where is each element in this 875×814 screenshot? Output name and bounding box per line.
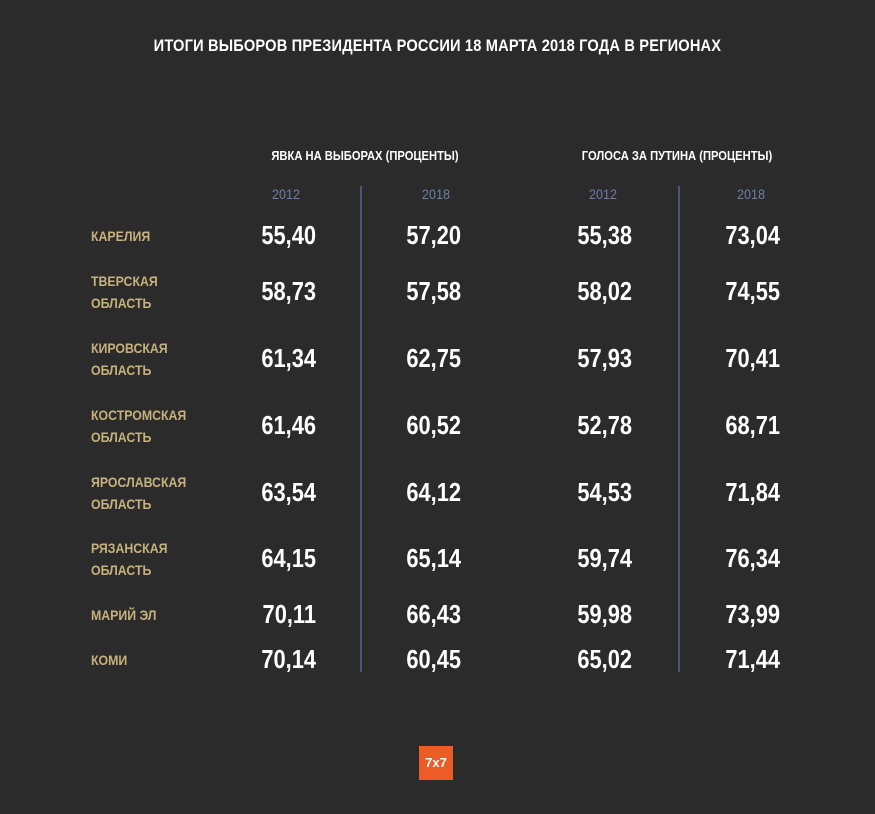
region-label-line: ТВЕРСКАЯ (91, 273, 158, 289)
value-putin-2012: 59,74 (577, 543, 632, 573)
region-label: КОСТРОМСКАЯ ОБЛАСТЬ (91, 404, 223, 448)
value-turnout-2018: 57,20 (406, 220, 461, 250)
value-putin-2018: 74,55 (725, 276, 780, 306)
region-label-line: ОБЛАСТЬ (91, 429, 152, 445)
brand-logo: 7x7 (419, 746, 453, 780)
region-label-line: ОБЛАСТЬ (91, 562, 152, 578)
value-turnout-2012: 64,15 (261, 543, 316, 573)
value-putin-2018: 68,71 (725, 410, 780, 440)
chart-title: ИТОГИ ВЫБОРОВ ПРЕЗИДЕНТА РОССИИ 18 МАРТА… (153, 36, 722, 55)
value-putin-2012: 59,98 (577, 599, 632, 629)
region-label: МАРИЙ ЭЛ (91, 604, 223, 626)
region-label: КОМИ (91, 649, 223, 671)
value-turnout-2018: 62,75 (406, 343, 461, 373)
value-putin-2012: 58,02 (577, 276, 632, 306)
value-turnout-2012: 61,46 (261, 410, 316, 440)
region-label: КИРОВСКАЯ ОБЛАСТЬ (91, 337, 223, 381)
value-turnout-2012: 70,14 (261, 644, 316, 674)
region-label-line: ОБЛАСТЬ (91, 295, 152, 311)
region-label: РЯЗАНСКАЯ ОБЛАСТЬ (91, 537, 223, 581)
value-turnout-2018: 60,52 (406, 410, 461, 440)
region-label: ТВЕРСКАЯ ОБЛАСТЬ (91, 270, 223, 314)
column-divider-turnout (360, 186, 362, 672)
value-turnout-2018: 57,58 (406, 276, 461, 306)
region-label-line: МАРИЙ ЭЛ (91, 607, 157, 623)
value-turnout-2018: 66,43 (406, 599, 461, 629)
year-label-turnout-2018: 2018 (421, 186, 451, 202)
region-label-line: КОСТРОМСКАЯ (91, 407, 187, 423)
year-label-putin-2012: 2012 (588, 186, 618, 202)
region-label: ЯРОСЛАВСКАЯ ОБЛАСТЬ (91, 471, 223, 515)
region-label-line: РЯЗАНСКАЯ (91, 540, 168, 556)
value-putin-2012: 55,38 (577, 220, 632, 250)
region-label-line: КАРЕЛИЯ (91, 228, 151, 244)
region-label-line: ОБЛАСТЬ (91, 362, 152, 378)
value-putin-2012: 54,53 (577, 477, 632, 507)
value-turnout-2012: 63,54 (261, 477, 316, 507)
value-turnout-2018: 64,12 (406, 477, 461, 507)
column-divider-putin (678, 186, 680, 672)
value-turnout-2012: 70,11 (262, 599, 316, 629)
value-putin-2012: 65,02 (577, 644, 632, 674)
value-putin-2012: 57,93 (577, 343, 632, 373)
value-putin-2018: 71,44 (725, 644, 780, 674)
value-turnout-2018: 65,14 (406, 543, 461, 573)
value-putin-2018: 73,99 (725, 599, 780, 629)
year-label-turnout-2012: 2012 (271, 186, 301, 202)
group-header-putin-votes: ГОЛОСА ЗА ПУТИНА (ПРОЦЕНТЫ) (581, 148, 773, 163)
region-label-line: ОБЛАСТЬ (91, 496, 152, 512)
value-putin-2012: 52,78 (577, 410, 632, 440)
region-label-line: КОМИ (91, 652, 128, 668)
group-header-turnout: ЯВКА НА ВЫБОРАХ (ПРОЦЕНТЫ) (271, 148, 459, 163)
value-putin-2018: 71,84 (725, 477, 780, 507)
value-turnout-2012: 55,40 (261, 220, 316, 250)
value-putin-2018: 70,41 (725, 343, 780, 373)
value-turnout-2018: 60,45 (406, 644, 461, 674)
value-turnout-2012: 58,73 (261, 276, 316, 306)
region-label-line: КИРОВСКАЯ (91, 340, 168, 356)
region-label-line: ЯРОСЛАВСКАЯ (91, 474, 187, 490)
value-putin-2018: 76,34 (725, 543, 780, 573)
value-putin-2018: 73,04 (725, 220, 780, 250)
value-turnout-2012: 61,34 (261, 343, 316, 373)
year-label-putin-2018: 2018 (736, 186, 766, 202)
region-label: КАРЕЛИЯ (91, 225, 223, 247)
